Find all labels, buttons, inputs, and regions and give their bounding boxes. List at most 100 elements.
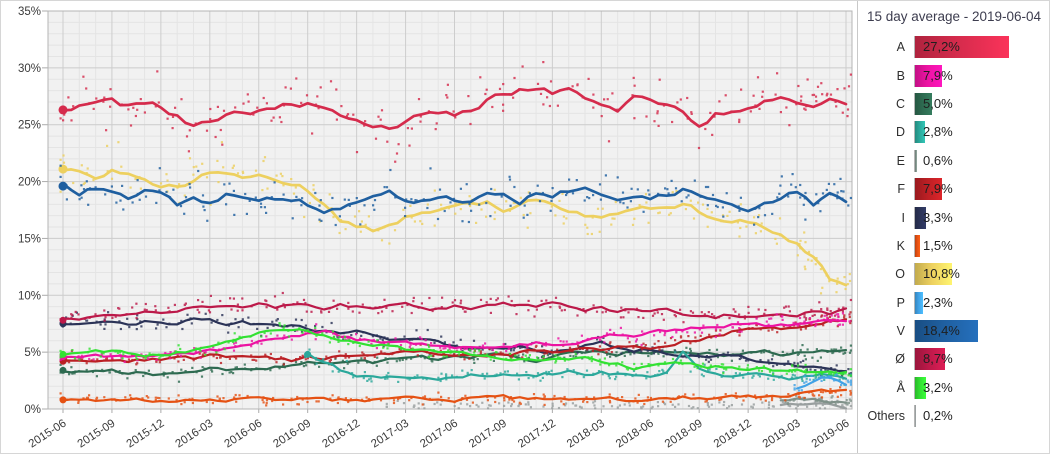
legend-row-B: B 7,9% — [858, 61, 1049, 89]
legend-party-label: F — [897, 182, 905, 197]
svg-text:15%: 15% — [18, 233, 41, 245]
svg-text:30%: 30% — [18, 63, 41, 75]
legend-bar — [915, 178, 943, 201]
svg-text:20%: 20% — [18, 177, 41, 189]
series-V-polls — [59, 164, 852, 227]
legend-value: 18,4% — [923, 323, 960, 339]
legend-bar — [915, 149, 918, 172]
series-E-line — [779, 397, 848, 404]
legend-bar — [915, 405, 916, 428]
series-P — [793, 373, 852, 392]
legend-value: 2,8% — [923, 124, 953, 140]
legend-row-I: I 3,3% — [858, 203, 1049, 231]
legend-bar-track: 3,2% — [914, 376, 1045, 399]
legend-row-V: V 18,4% — [858, 317, 1049, 345]
legend-bar — [915, 291, 923, 314]
legend-party-label: Å — [896, 380, 905, 395]
svg-text:2018-12: 2018-12 — [712, 417, 754, 450]
grid — [48, 10, 852, 410]
series-O-line — [61, 168, 848, 287]
legend-value: 27,2% — [923, 39, 960, 55]
svg-text:2015-06: 2015-06 — [27, 417, 69, 450]
svg-text:2016-09: 2016-09 — [271, 417, 313, 450]
legend-bar — [915, 64, 943, 87]
legend-bar-track: 2,8% — [914, 121, 1045, 144]
svg-text:10%: 10% — [18, 290, 41, 302]
legend-bar-track: 3,3% — [914, 206, 1045, 229]
series-A-line — [61, 86, 848, 131]
svg-text:2017-03: 2017-03 — [369, 417, 411, 450]
svg-text:2018-03: 2018-03 — [565, 417, 607, 450]
series-Å-line — [61, 328, 848, 375]
svg-text:2019-06: 2019-06 — [810, 417, 852, 450]
legend-value: 3,3% — [923, 209, 953, 225]
svg-text:0%: 0% — [24, 404, 41, 416]
svg-text:2015-09: 2015-09 — [76, 417, 118, 450]
legend-row-K: K 1,5% — [858, 232, 1049, 260]
legend-row-P: P 2,3% — [858, 289, 1049, 317]
series-A-polls — [59, 61, 852, 163]
legend-bar — [915, 376, 927, 399]
legend-party-label: O — [895, 267, 905, 282]
series-P-line — [795, 376, 848, 390]
legend-bar-track: 8,7% — [914, 348, 1045, 371]
legend-row-A: A 27,2% — [858, 33, 1049, 61]
legend-bar-track: 1,5% — [914, 234, 1045, 257]
series-E — [779, 394, 852, 406]
legend-bar — [915, 121, 925, 144]
series-Others-line — [779, 402, 848, 410]
series-K-start-dot — [59, 396, 67, 404]
legend-row-F: F 7,9% — [858, 175, 1049, 203]
series-C-start-dot — [59, 366, 67, 374]
series-K-line — [61, 388, 848, 403]
series-A — [58, 61, 852, 163]
series-O-start-dot — [58, 164, 68, 174]
svg-text:2015-12: 2015-12 — [125, 417, 167, 450]
legend-bar-track: 0,6% — [914, 149, 1045, 172]
legend-bar — [915, 263, 953, 286]
series-Ø-line — [61, 301, 848, 321]
legend-value: 0,6% — [923, 152, 953, 168]
x-axis-labels: 2015-06 2015-09 2015-12 2016-03 2016-06 2016-… — [27, 409, 852, 451]
legend-bar — [915, 234, 921, 257]
legend-bar-track: 18,4% — [914, 320, 1045, 343]
legend-value: 3,2% — [923, 379, 953, 395]
svg-text:35%: 35% — [18, 6, 41, 18]
svg-text:5%: 5% — [24, 347, 41, 359]
svg-text:2019-03: 2019-03 — [761, 417, 803, 450]
legend-value: 7,9% — [923, 67, 953, 83]
legend-rows: A 27,2% B 7,9% C 5,0% D 2,8% E 0,6% F 7,9% I 3,3% K 1,5… — [858, 33, 1049, 430]
poll-trend-chart-svg: 0% 5% 10% 15% 20% 25% 30% 35% 2015-06 2015-09 2015… — [18, 6, 853, 451]
legend-value: 10,8% — [923, 266, 960, 282]
legend-party-label: P — [896, 295, 905, 310]
legend-value: 2,3% — [923, 294, 953, 310]
svg-text:2017-12: 2017-12 — [516, 417, 558, 450]
legend-bar-track: 0,2% — [914, 405, 1045, 428]
legend-party-label: I — [901, 210, 905, 225]
legend-bar-track: 2,3% — [914, 291, 1045, 314]
legend-bar — [915, 36, 1009, 59]
legend-bar — [915, 320, 979, 343]
series-A-start-dot — [58, 105, 68, 115]
legend-value: 5,0% — [923, 95, 953, 111]
legend-value: 8,7% — [923, 351, 953, 367]
legend-bar-track: 10,8% — [914, 263, 1045, 286]
legend-panel: 15 day average - 2019-06-04 A 27,2% B 7,9% C… — [857, 1, 1049, 453]
svg-text:2018-06: 2018-06 — [614, 417, 656, 450]
legend-bar — [915, 92, 933, 115]
legend-row-E: E 0,6% — [858, 147, 1049, 175]
legend-bar-track: 5,0% — [914, 92, 1045, 115]
legend-party-label: V — [896, 324, 905, 339]
svg-text:2016-12: 2016-12 — [320, 417, 362, 450]
svg-text:25%: 25% — [18, 120, 41, 132]
series-D-line — [306, 350, 848, 381]
legend-party-label: Ø — [895, 352, 905, 367]
legend-bar-track: 27,2% — [914, 36, 1045, 59]
legend-value: 0,2% — [923, 408, 953, 424]
legend-row-C: C 5,0% — [858, 90, 1049, 118]
series-D-start-dot — [304, 350, 312, 358]
legend-bar — [915, 206, 927, 229]
legend-row-Others: Others 0,2% — [858, 402, 1049, 430]
svg-text:2016-06: 2016-06 — [222, 417, 264, 450]
series-K — [59, 386, 852, 407]
